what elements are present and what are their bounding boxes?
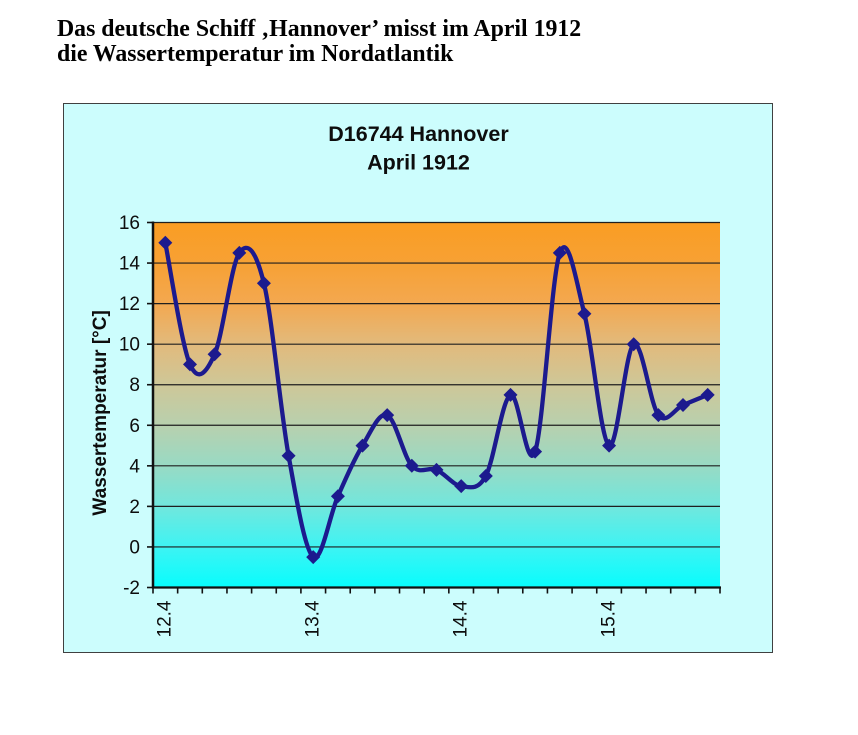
svg-text:8: 8: [129, 375, 140, 396]
svg-text:Wassertemperatur [°C]: Wassertemperatur [°C]: [90, 310, 111, 515]
svg-text:12: 12: [119, 294, 140, 315]
svg-text:4: 4: [129, 456, 140, 477]
svg-text:D16744 Hannover: D16744 Hannover: [328, 122, 509, 146]
svg-text:13.4: 13.4: [303, 600, 324, 637]
svg-text:14: 14: [119, 254, 141, 275]
svg-text:14.4: 14.4: [450, 600, 471, 637]
svg-text:-2: -2: [123, 578, 140, 599]
svg-text:12.4: 12.4: [155, 600, 176, 637]
svg-text:April 1912: April 1912: [367, 150, 470, 174]
svg-text:0: 0: [129, 537, 140, 558]
svg-text:16: 16: [119, 213, 140, 234]
svg-text:10: 10: [119, 335, 140, 356]
svg-text:6: 6: [129, 416, 140, 437]
svg-text:2: 2: [129, 497, 140, 518]
svg-text:15.4: 15.4: [598, 600, 619, 637]
